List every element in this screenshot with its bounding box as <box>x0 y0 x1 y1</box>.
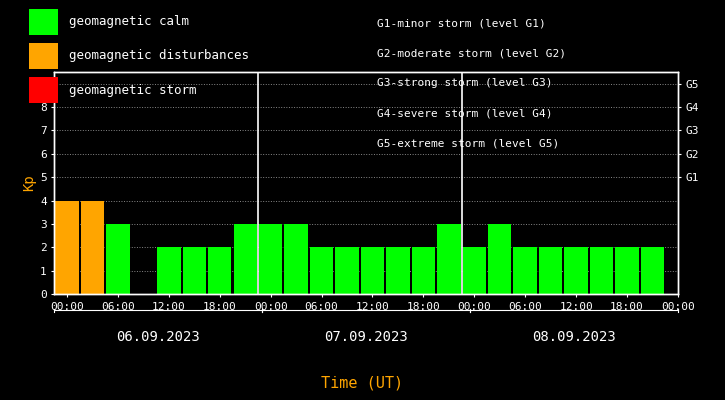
Text: 08.09.2023: 08.09.2023 <box>532 330 616 344</box>
Bar <box>361 247 384 294</box>
Bar <box>463 247 486 294</box>
Bar <box>564 247 588 294</box>
Bar <box>284 224 308 294</box>
Bar <box>157 247 181 294</box>
Text: geomagnetic calm: geomagnetic calm <box>69 16 189 28</box>
Bar <box>641 247 664 294</box>
Text: G2-moderate storm (level G2): G2-moderate storm (level G2) <box>377 48 566 58</box>
Bar <box>233 224 257 294</box>
Bar <box>488 224 511 294</box>
Text: geomagnetic storm: geomagnetic storm <box>69 84 196 96</box>
Bar <box>616 247 639 294</box>
Bar <box>208 247 231 294</box>
Text: G4-severe storm (level G4): G4-severe storm (level G4) <box>377 108 552 118</box>
Bar <box>107 224 130 294</box>
Bar <box>437 224 460 294</box>
Y-axis label: Kp: Kp <box>22 175 36 191</box>
Bar <box>539 247 563 294</box>
Text: Time (UT): Time (UT) <box>321 375 404 390</box>
Bar <box>183 247 206 294</box>
Bar <box>590 247 613 294</box>
Bar <box>412 247 435 294</box>
Bar <box>55 200 79 294</box>
Bar <box>310 247 334 294</box>
Text: 06.09.2023: 06.09.2023 <box>117 330 200 344</box>
Bar <box>386 247 410 294</box>
Bar <box>259 224 283 294</box>
Text: G5-extreme storm (level G5): G5-extreme storm (level G5) <box>377 138 559 148</box>
Bar <box>336 247 359 294</box>
Text: geomagnetic disturbances: geomagnetic disturbances <box>69 50 249 62</box>
Text: G3-strong storm (level G3): G3-strong storm (level G3) <box>377 78 552 88</box>
Text: 07.09.2023: 07.09.2023 <box>324 330 408 344</box>
Bar <box>81 200 104 294</box>
Text: G1-minor storm (level G1): G1-minor storm (level G1) <box>377 18 546 28</box>
Bar <box>513 247 537 294</box>
